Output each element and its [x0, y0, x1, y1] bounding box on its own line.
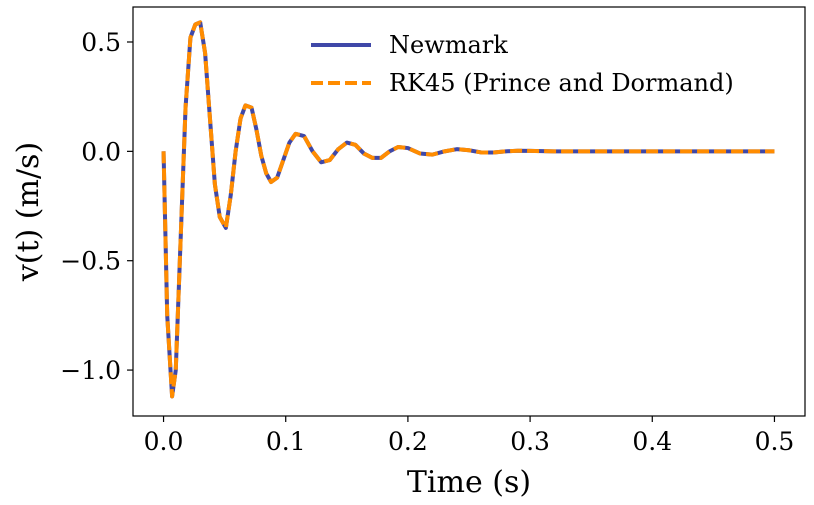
legend-label-rk45: RK45 (Prince and Dormand)	[389, 69, 734, 97]
series-line-rk45	[161, 20, 775, 399]
legend-label-newmark: Newmark	[389, 31, 508, 59]
x-tick-label: 0.5	[755, 427, 795, 456]
y-tick-label: 0.5	[81, 28, 121, 57]
plot-area	[161, 20, 775, 399]
x-tick-label: 0.3	[510, 427, 550, 456]
x-tick-label: 0.0	[144, 427, 184, 456]
y-axis-title: v(t) (m/s)	[11, 142, 46, 282]
plot-frame	[132, 6, 806, 417]
x-tick-label: 0.1	[266, 427, 306, 456]
y-axis: 0.5 0.0 −0.5 −1.0	[60, 28, 133, 385]
y-tick-label: −1.0	[60, 356, 121, 385]
x-axis: 0.0 0.1 0.2 0.3 0.4 0.5	[144, 416, 795, 456]
y-tick-label: −0.5	[60, 247, 121, 276]
y-tick-label: 0.0	[81, 137, 121, 166]
x-tick-label: 0.2	[388, 427, 428, 456]
x-axis-title: Time (s)	[407, 465, 531, 500]
x-tick-label: 0.4	[632, 427, 672, 456]
legend: Newmark RK45 (Prince and Dormand)	[311, 31, 734, 97]
